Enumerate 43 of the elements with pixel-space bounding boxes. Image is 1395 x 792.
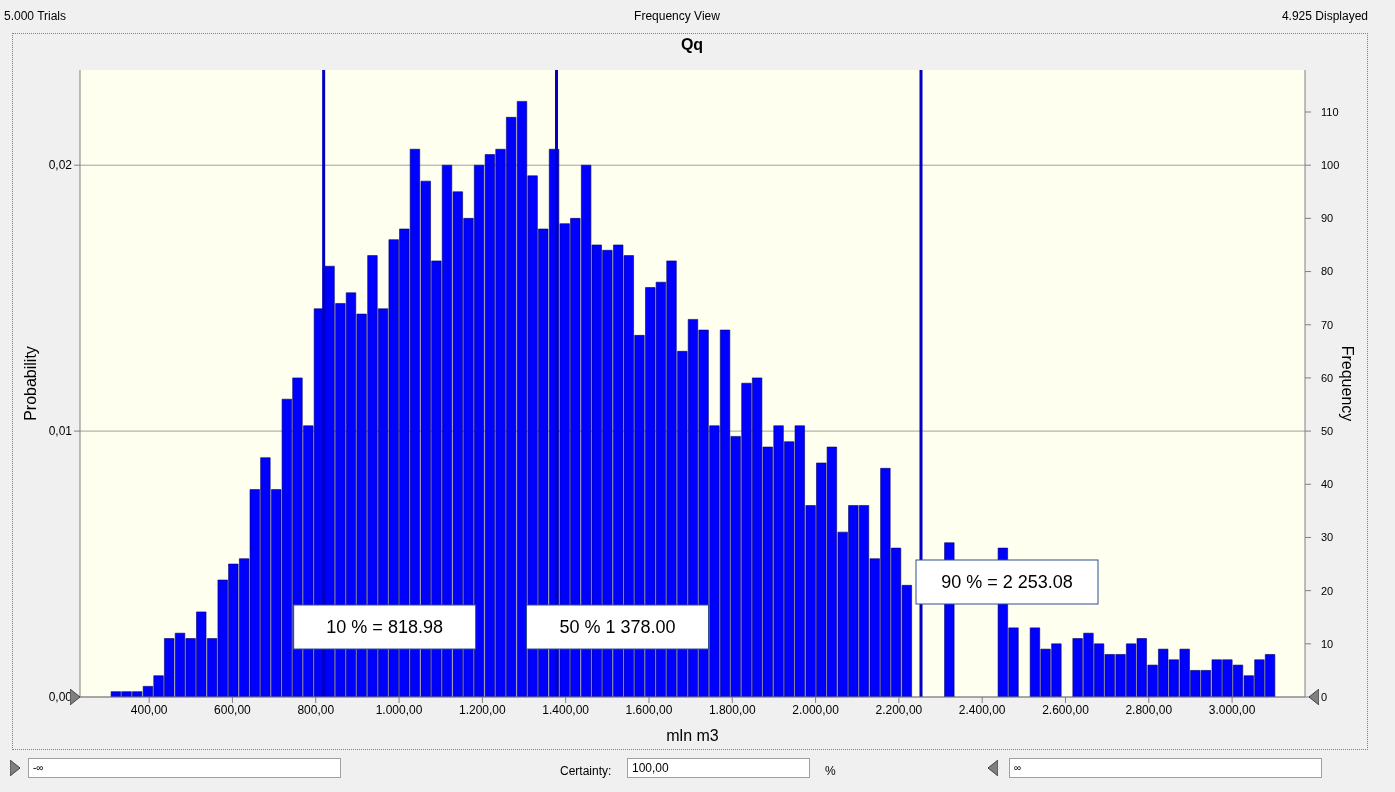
text: 4.925 Displayed [1281, 9, 1368, 23]
x-tick-label: 1.000,00 [375, 702, 423, 717]
ref-line-label: 10 % = 818.98 [326, 617, 443, 637]
y2-axis-title: Frequency [1339, 345, 1357, 422]
y-tick-label: 0,02 [48, 158, 73, 173]
input-field: ∞ [1009, 758, 1322, 778]
y2-tick-label: 60 [1321, 371, 1334, 384]
y2-tick-label: 0 [1321, 690, 1328, 703]
x-tick-label: 1.200,00 [459, 702, 507, 717]
text: % [825, 764, 836, 778]
x-tick-label: 400,00 [130, 702, 168, 717]
x-axis-title: mln m3 [666, 727, 719, 744]
input-field: -∞ [28, 758, 341, 778]
x-tick-label: 600,00 [214, 702, 252, 717]
x-tick-label: 3.000,00 [1208, 702, 1256, 717]
y2-tick-label: 70 [1321, 318, 1334, 331]
ref-line-label: 50 % 1 378.00 [559, 617, 676, 637]
text: Certainty: [560, 764, 612, 778]
x-tick-label: 1.800,00 [708, 702, 756, 717]
x-tick-label: 2.600,00 [1042, 702, 1090, 717]
chart-title: Qq [680, 36, 704, 54]
x-tick-label: 2.800,00 [1125, 702, 1173, 717]
y2-tick-label: 20 [1321, 584, 1334, 597]
y2-tick-label: 50 [1321, 425, 1334, 437]
y2-tick-label: 100 [1321, 159, 1340, 172]
y2-tick-label: 110 [1321, 105, 1339, 118]
y2-tick-label: 40 [1321, 478, 1334, 491]
y2-tick-label: 90 [1321, 212, 1334, 225]
y-tick-label: 0,01 [48, 424, 73, 439]
x-tick-label: 800,00 [297, 702, 335, 717]
y2-tick-label: 10 [1321, 637, 1334, 650]
y2-tick-label: 80 [1321, 265, 1334, 278]
x-tick-label: 2.200,00 [875, 702, 923, 717]
text: Frequency View [634, 9, 720, 23]
y-axis-title: Probability [21, 346, 39, 421]
ref-line-label: 90 % = 2 253.08 [941, 572, 1073, 592]
y2-tick-label: 30 [1321, 531, 1334, 544]
x-tick-label: 2.000,00 [792, 702, 840, 717]
x-tick-label: 1.400,00 [542, 702, 590, 717]
text: 5.000 Trials [4, 9, 67, 23]
x-tick-label: 1.600,00 [625, 702, 673, 717]
input-field: 100,00 [627, 758, 810, 778]
x-tick-label: 2.400,00 [958, 702, 1006, 717]
